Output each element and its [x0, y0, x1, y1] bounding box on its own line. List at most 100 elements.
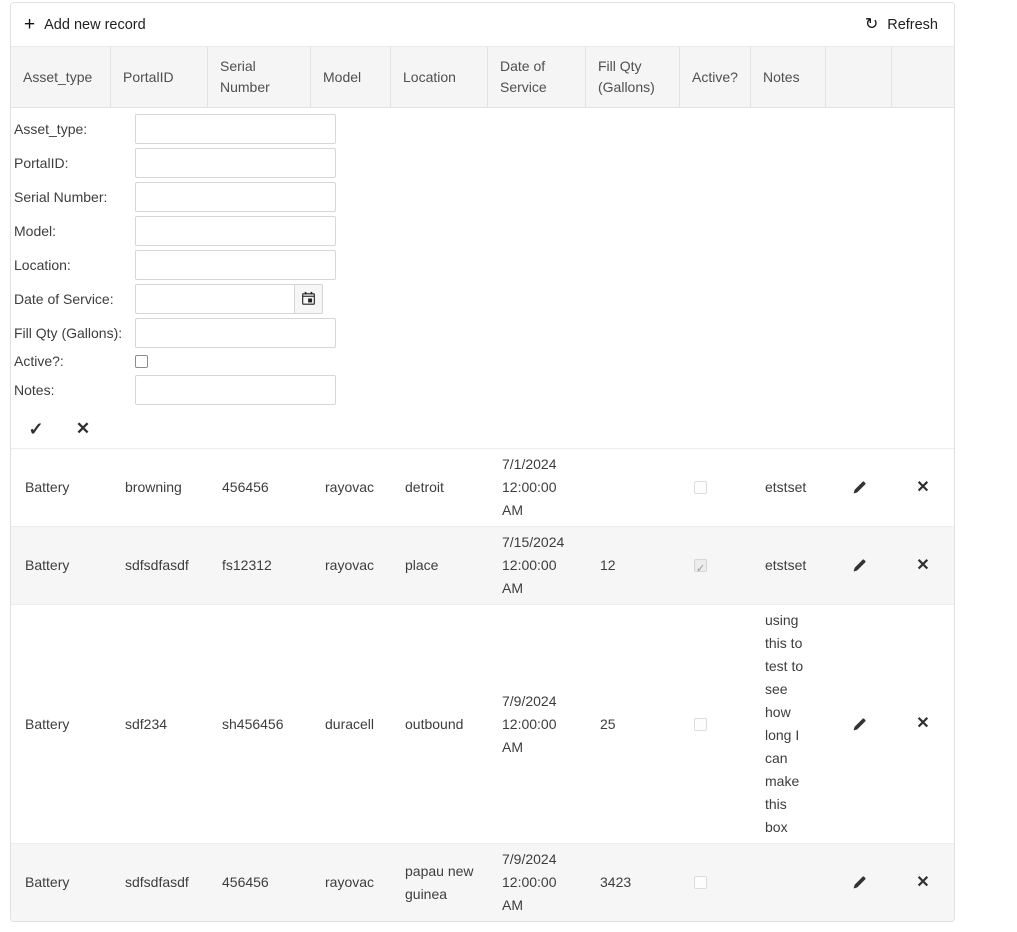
- fill-qty-label: Fill Qty (Gallons):: [14, 324, 123, 341]
- date-value: 7/9/2024 12:00:00 AM: [502, 851, 557, 913]
- cell-asset-type: Battery: [11, 449, 111, 526]
- column-header-date-of-service[interactable]: Date of Service: [488, 47, 586, 107]
- edit-button[interactable]: [844, 473, 874, 503]
- cell-notes: etstset: [751, 449, 826, 526]
- column-header-serial-number[interactable]: Serial Number: [208, 47, 311, 107]
- pencil-icon: [853, 559, 866, 572]
- model-value: rayovac: [325, 479, 375, 495]
- edit-button[interactable]: [844, 709, 874, 739]
- active-checkbox-readonly: [694, 876, 707, 889]
- column-header-location[interactable]: Location: [391, 47, 488, 107]
- add-new-record-label: Add new record: [44, 16, 146, 33]
- form-row-date-of-service: Date of Service:: [14, 283, 954, 314]
- table-row: Battery sdfsdfasdf 456456 rayovac papau …: [11, 843, 954, 921]
- serial-number-input[interactable]: [135, 181, 336, 212]
- column-header-delete: [892, 47, 954, 107]
- fill-qty-input[interactable]: [135, 317, 336, 348]
- asset-type-label: Asset_type:: [14, 120, 88, 137]
- cell-location: outbound: [391, 605, 488, 843]
- cell-fill-qty: 3423: [586, 844, 680, 921]
- cell-fill-qty: [586, 449, 680, 526]
- column-header-model[interactable]: Model: [311, 47, 391, 107]
- cell-portal-id: sdfsdfasdf: [111, 527, 208, 604]
- table-row: Battery sdfsdfasdf fs12312 rayovac place…: [11, 526, 954, 604]
- portal-id-value: browning: [125, 479, 182, 495]
- notes-label: Notes:: [14, 381, 55, 398]
- delete-button[interactable]: ✕: [908, 868, 938, 898]
- cell-model: duracell: [311, 605, 391, 843]
- model-input[interactable]: [135, 215, 336, 246]
- cell-delete: ✕: [892, 527, 954, 604]
- delete-button[interactable]: ✕: [908, 551, 938, 581]
- cell-active: [680, 605, 751, 843]
- active-checkbox-readonly: [694, 717, 707, 731]
- cell-active: [680, 844, 751, 921]
- cell-serial-number: 456456: [208, 844, 311, 921]
- portal-id-value: sdf234: [125, 715, 168, 732]
- portal-id-value: sdfsdfasdf: [125, 557, 189, 573]
- cell-notes: etstset: [751, 527, 826, 604]
- cell-edit: [826, 605, 892, 843]
- plus-icon: +: [24, 14, 36, 35]
- cell-location: place: [391, 527, 488, 604]
- active-label: Active?:: [14, 353, 64, 369]
- cell-serial-number: sh456456: [208, 605, 311, 843]
- location-value: place: [405, 557, 439, 573]
- cancel-x-icon: ✕: [75, 419, 91, 438]
- add-new-record-button[interactable]: + Add new record: [24, 15, 146, 34]
- delete-x-icon: ✕: [916, 715, 930, 732]
- column-header-portal-id[interactable]: PortalID: [111, 47, 208, 107]
- column-header-notes[interactable]: Notes: [751, 47, 826, 107]
- column-header-asset-type[interactable]: Asset_type: [11, 47, 111, 107]
- portal-id-input[interactable]: [135, 147, 336, 178]
- inline-edit-form: Asset_type: PortalID: Serial Number: Mod…: [11, 108, 954, 449]
- column-header-fill-qty[interactable]: Fill Qty (Gallons): [586, 47, 680, 107]
- cell-model: rayovac: [311, 527, 391, 604]
- cell-model: rayovac: [311, 844, 391, 921]
- serial-number-value: fs12312: [222, 557, 272, 573]
- active-checkbox[interactable]: [135, 354, 148, 368]
- form-row-active: Active?:: [14, 351, 954, 371]
- cell-active: [680, 449, 751, 526]
- confirm-button[interactable]: ✓: [23, 416, 49, 442]
- asset-type-value: Battery: [25, 874, 70, 890]
- date-of-service-input[interactable]: [135, 283, 295, 314]
- calendar-button[interactable]: [294, 283, 323, 314]
- serial-number-value: 456456: [222, 874, 269, 890]
- delete-button[interactable]: ✕: [908, 473, 938, 503]
- cell-active: [680, 527, 751, 604]
- portal-id-label: PortalID:: [14, 154, 69, 171]
- notes-value: etstset: [765, 557, 807, 573]
- fill-qty-value: 3423: [600, 874, 632, 890]
- portal-id-value: sdfsdfasdf: [125, 874, 189, 890]
- serial-number-value: 456456: [222, 479, 269, 495]
- column-header-active[interactable]: Active?: [680, 47, 751, 107]
- model-value: rayovac: [325, 557, 375, 573]
- asset-type-input[interactable]: [135, 113, 336, 144]
- table-row: Battery browning 456456 rayovac detroit …: [11, 449, 954, 526]
- delete-button[interactable]: ✕: [908, 709, 938, 739]
- model-value: rayovac: [325, 874, 375, 890]
- refresh-button[interactable]: ↻ Refresh: [864, 15, 938, 33]
- refresh-icon: ↻: [864, 15, 879, 33]
- date-picker: [135, 283, 323, 314]
- notes-input[interactable]: [135, 374, 336, 405]
- date-value: 7/15/2024 12:00:00 AM: [502, 534, 565, 596]
- location-value: papau new guinea: [405, 862, 474, 902]
- calendar-icon: [302, 291, 315, 305]
- edit-button[interactable]: [844, 551, 874, 581]
- form-row-serial-number: Serial Number:: [14, 181, 954, 212]
- location-input[interactable]: [135, 249, 336, 280]
- pencil-icon: [853, 876, 866, 889]
- cell-delete: ✕: [892, 605, 954, 843]
- data-grid: + Add new record ↻ Refresh Asset_type Po…: [10, 2, 955, 922]
- cell-model: rayovac: [311, 449, 391, 526]
- cell-delete: ✕: [892, 844, 954, 921]
- active-checkbox-readonly: [694, 558, 707, 581]
- refresh-label: Refresh: [887, 16, 938, 33]
- date-of-service-label: Date of Service:: [14, 290, 114, 307]
- cancel-button[interactable]: ✕: [70, 416, 96, 442]
- cell-notes: using this to test to see how long I can…: [751, 605, 826, 843]
- pencil-icon: [853, 717, 866, 730]
- edit-button[interactable]: [844, 868, 874, 898]
